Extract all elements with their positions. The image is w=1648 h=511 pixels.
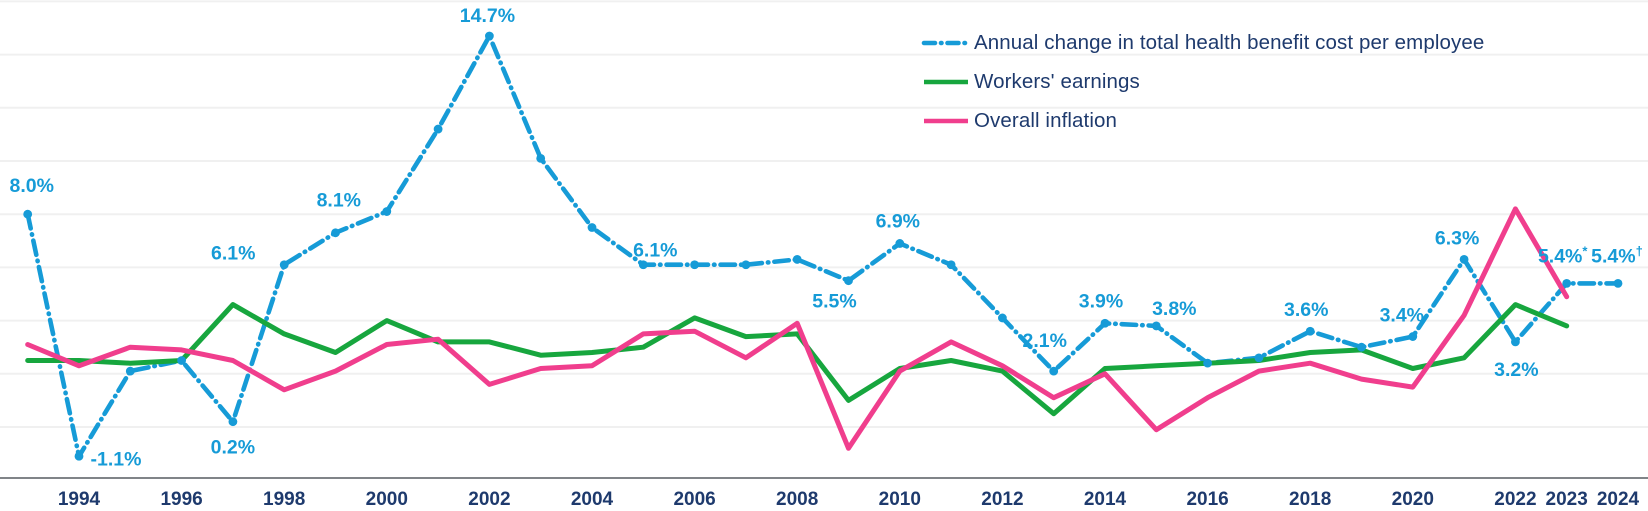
data-point-marker	[1562, 278, 1572, 288]
data-point-marker	[74, 451, 84, 461]
data-point-marker	[23, 209, 33, 219]
data-point-marker	[1511, 337, 1520, 347]
x-axis-tick-label: 2018	[1289, 489, 1331, 510]
x-axis-tick-label: 2020	[1392, 489, 1434, 510]
data-point-marker	[228, 417, 238, 427]
data-label: 5.5%	[812, 291, 856, 313]
x-axis-tick-label: 2000	[366, 489, 408, 510]
data-label: 2.1%	[1022, 330, 1066, 352]
data-label: 3.6%	[1284, 299, 1328, 321]
solid-line-swatch-icon	[924, 79, 968, 85]
data-point-marker	[946, 260, 956, 270]
x-axis-tick-label: 1994	[58, 489, 101, 510]
data-point-marker	[279, 260, 289, 270]
data-label: 6.1%	[211, 243, 255, 265]
legend-label-overall-inflation: Overall inflation	[974, 109, 1117, 132]
overall-inflation-line	[25, 206, 1570, 451]
solid-line-swatch-icon	[924, 118, 968, 124]
data-point-marker	[125, 366, 135, 376]
data-label: 8.1%	[317, 190, 361, 212]
data-point-marker	[433, 124, 443, 134]
data-label: 5.4%*	[1538, 243, 1588, 267]
x-axis-tick-label: 2006	[673, 489, 715, 510]
data-point-marker	[741, 260, 751, 270]
data-point-marker	[1203, 358, 1212, 368]
x-axis-tick-label: 2010	[879, 489, 921, 510]
data-point-marker	[690, 260, 699, 270]
x-axis-tick-label: 2023	[1546, 489, 1588, 510]
data-point-marker	[1049, 366, 1059, 376]
x-axis-tick-label: 1996	[160, 489, 202, 510]
data-label: 6.9%	[876, 211, 920, 233]
data-point-marker	[536, 153, 546, 163]
x-axis-tick-label: 2022	[1494, 489, 1536, 510]
data-point-marker	[1613, 278, 1623, 288]
data-point-marker	[1100, 318, 1110, 328]
data-point-marker	[998, 313, 1007, 323]
dash-dot-line-swatch-icon	[921, 40, 971, 46]
data-label: 5.4%†	[1591, 243, 1643, 267]
x-axis-tick-label: 2012	[981, 489, 1023, 510]
data-label: 6.1%	[633, 240, 677, 262]
data-point-marker	[638, 260, 648, 270]
data-point-marker	[844, 276, 853, 286]
data-label: 14.7%	[460, 5, 515, 27]
data-label: 3.9%	[1079, 290, 1123, 312]
data-point-marker	[177, 356, 187, 365]
legend-label-health-cost: Annual change in total health benefit co…	[974, 31, 1485, 54]
legend-item-workers-earnings: Workers' earnings	[921, 69, 1484, 95]
data-label: 3.2%	[1494, 359, 1538, 381]
x-axis-tick-label: 2008	[776, 489, 818, 510]
data-point-marker	[1408, 332, 1418, 341]
data-point-marker	[1151, 321, 1161, 331]
data-label: 8.0%	[9, 175, 53, 197]
data-point-marker	[382, 207, 392, 216]
data-label: 3.4%	[1380, 305, 1424, 327]
legend-label-workers-earnings: Workers' earnings	[974, 70, 1140, 93]
data-point-marker	[895, 239, 905, 248]
x-axis-tick-label: 1998	[263, 489, 305, 510]
legend-item-health-cost: Annual change in total health benefit co…	[921, 30, 1484, 56]
x-axis-tick-label: 2024	[1597, 489, 1640, 510]
data-point-marker	[1305, 326, 1315, 336]
data-label: -1.1%	[91, 448, 142, 470]
legend: Annual change in total health benefit co…	[921, 30, 1484, 134]
x-axis-tick-label: 2004	[571, 489, 614, 510]
x-axis-tick-label: 2016	[1186, 489, 1228, 510]
data-point-marker	[792, 255, 802, 264]
data-label: 0.2%	[211, 437, 255, 459]
x-axis-tick-label: 2002	[468, 489, 510, 510]
health-cost-line	[25, 33, 1621, 459]
data-point-marker	[1254, 353, 1264, 363]
data-point-marker	[1459, 255, 1469, 264]
workers-earnings-line	[25, 302, 1570, 417]
data-point-marker	[1357, 342, 1366, 352]
x-axis-tick-label: 2014	[1084, 489, 1127, 510]
data-point-marker	[331, 228, 340, 238]
data-label: 6.3%	[1435, 227, 1479, 249]
data-point-marker	[587, 223, 597, 232]
legend-item-overall-inflation: Overall inflation	[921, 108, 1484, 134]
data-label: 3.8%	[1152, 298, 1196, 320]
data-point-marker	[485, 31, 494, 41]
